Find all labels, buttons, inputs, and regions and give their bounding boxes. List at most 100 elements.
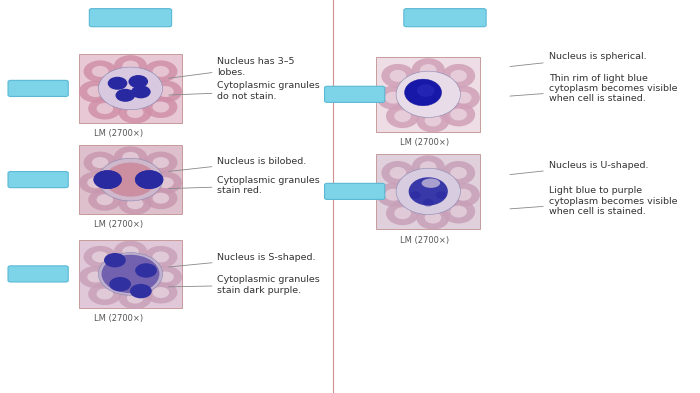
Ellipse shape <box>97 103 113 114</box>
Ellipse shape <box>92 252 108 263</box>
Ellipse shape <box>83 152 117 174</box>
Ellipse shape <box>109 277 131 292</box>
Ellipse shape <box>88 177 104 188</box>
Ellipse shape <box>114 55 147 77</box>
Ellipse shape <box>153 252 169 263</box>
Ellipse shape <box>144 96 177 118</box>
Ellipse shape <box>144 152 177 174</box>
Ellipse shape <box>92 66 108 77</box>
Ellipse shape <box>450 108 467 120</box>
Ellipse shape <box>455 189 472 201</box>
Ellipse shape <box>410 191 421 199</box>
Ellipse shape <box>114 146 147 168</box>
Text: Cytoplasmic granules
stain red.: Cytoplasmic granules stain red. <box>169 176 320 195</box>
FancyBboxPatch shape <box>78 54 182 123</box>
Ellipse shape <box>122 61 139 72</box>
Ellipse shape <box>88 86 104 97</box>
FancyBboxPatch shape <box>377 57 480 132</box>
Text: LM (2700×): LM (2700×) <box>94 129 143 138</box>
Ellipse shape <box>158 177 174 188</box>
Ellipse shape <box>83 61 117 83</box>
Text: Light blue to purple
cytoplasm becomes visible
when cell is stained.: Light blue to purple cytoplasm becomes v… <box>510 186 677 216</box>
Ellipse shape <box>135 170 163 189</box>
Ellipse shape <box>135 263 157 278</box>
FancyBboxPatch shape <box>377 154 480 229</box>
Ellipse shape <box>450 167 467 179</box>
FancyBboxPatch shape <box>8 171 69 187</box>
Text: Thin rim of light blue
cytoplasm becomes visible
when cell is stained.: Thin rim of light blue cytoplasm becomes… <box>510 73 677 103</box>
Ellipse shape <box>130 284 152 298</box>
FancyBboxPatch shape <box>78 145 182 214</box>
Ellipse shape <box>455 92 472 104</box>
Text: Nucleus is spherical.: Nucleus is spherical. <box>510 53 646 66</box>
FancyBboxPatch shape <box>325 183 385 199</box>
Ellipse shape <box>394 207 411 219</box>
Ellipse shape <box>436 191 447 199</box>
Ellipse shape <box>385 189 402 201</box>
Ellipse shape <box>127 292 144 303</box>
Ellipse shape <box>450 206 467 217</box>
Ellipse shape <box>129 75 148 88</box>
FancyBboxPatch shape <box>8 266 69 282</box>
Ellipse shape <box>98 253 162 295</box>
Ellipse shape <box>153 287 169 298</box>
Text: Nucleus is S-shaped.: Nucleus is S-shaped. <box>169 253 316 267</box>
Ellipse shape <box>405 79 442 106</box>
Ellipse shape <box>412 58 445 82</box>
Ellipse shape <box>118 101 152 123</box>
Ellipse shape <box>149 81 182 103</box>
Text: Nucleus has 3–5
lobes.: Nucleus has 3–5 lobes. <box>169 57 295 78</box>
Text: Cytoplasmic granules
stain dark purple.: Cytoplasmic granules stain dark purple. <box>169 275 320 295</box>
FancyBboxPatch shape <box>8 80 69 96</box>
Ellipse shape <box>79 172 112 194</box>
Ellipse shape <box>421 178 440 188</box>
FancyBboxPatch shape <box>78 239 182 308</box>
Ellipse shape <box>135 170 163 189</box>
Ellipse shape <box>149 266 182 288</box>
Ellipse shape <box>396 71 461 118</box>
Ellipse shape <box>79 81 112 103</box>
Ellipse shape <box>144 246 177 268</box>
Ellipse shape <box>420 161 437 173</box>
Ellipse shape <box>386 201 419 225</box>
Ellipse shape <box>88 189 121 211</box>
Ellipse shape <box>153 101 169 112</box>
Text: LM (2700×): LM (2700×) <box>400 236 449 245</box>
Ellipse shape <box>94 170 122 189</box>
Ellipse shape <box>377 183 410 207</box>
Ellipse shape <box>447 86 480 110</box>
Ellipse shape <box>127 198 144 209</box>
Ellipse shape <box>158 86 174 97</box>
Ellipse shape <box>447 183 480 207</box>
Text: Cytoplasmic granules
do not stain.: Cytoplasmic granules do not stain. <box>169 81 320 101</box>
Ellipse shape <box>131 85 150 98</box>
Ellipse shape <box>425 114 441 127</box>
Ellipse shape <box>396 168 461 215</box>
FancyBboxPatch shape <box>404 9 486 27</box>
Ellipse shape <box>98 158 162 201</box>
Ellipse shape <box>108 77 127 90</box>
Ellipse shape <box>88 272 104 283</box>
Ellipse shape <box>425 211 441 224</box>
Ellipse shape <box>144 281 177 303</box>
Ellipse shape <box>116 89 135 102</box>
Text: Nucleus is U-shaped.: Nucleus is U-shaped. <box>510 161 648 174</box>
Ellipse shape <box>382 161 414 185</box>
Ellipse shape <box>102 255 160 293</box>
Ellipse shape <box>83 246 117 268</box>
Ellipse shape <box>377 86 410 110</box>
Text: LM (2700×): LM (2700×) <box>400 138 449 147</box>
Ellipse shape <box>97 194 113 205</box>
Ellipse shape <box>88 283 121 305</box>
Ellipse shape <box>385 92 402 104</box>
Ellipse shape <box>390 167 406 179</box>
Ellipse shape <box>149 172 182 194</box>
Ellipse shape <box>416 108 449 132</box>
Ellipse shape <box>118 193 152 215</box>
Text: LM (2700×): LM (2700×) <box>94 220 143 229</box>
Ellipse shape <box>442 64 475 88</box>
Ellipse shape <box>394 110 411 122</box>
Ellipse shape <box>79 266 112 288</box>
Ellipse shape <box>88 97 121 119</box>
Ellipse shape <box>144 61 177 83</box>
